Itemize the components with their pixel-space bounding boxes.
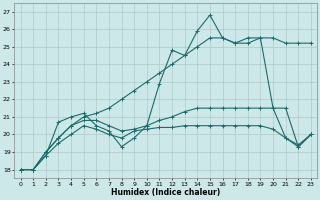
- X-axis label: Humidex (Indice chaleur): Humidex (Indice chaleur): [111, 188, 220, 197]
